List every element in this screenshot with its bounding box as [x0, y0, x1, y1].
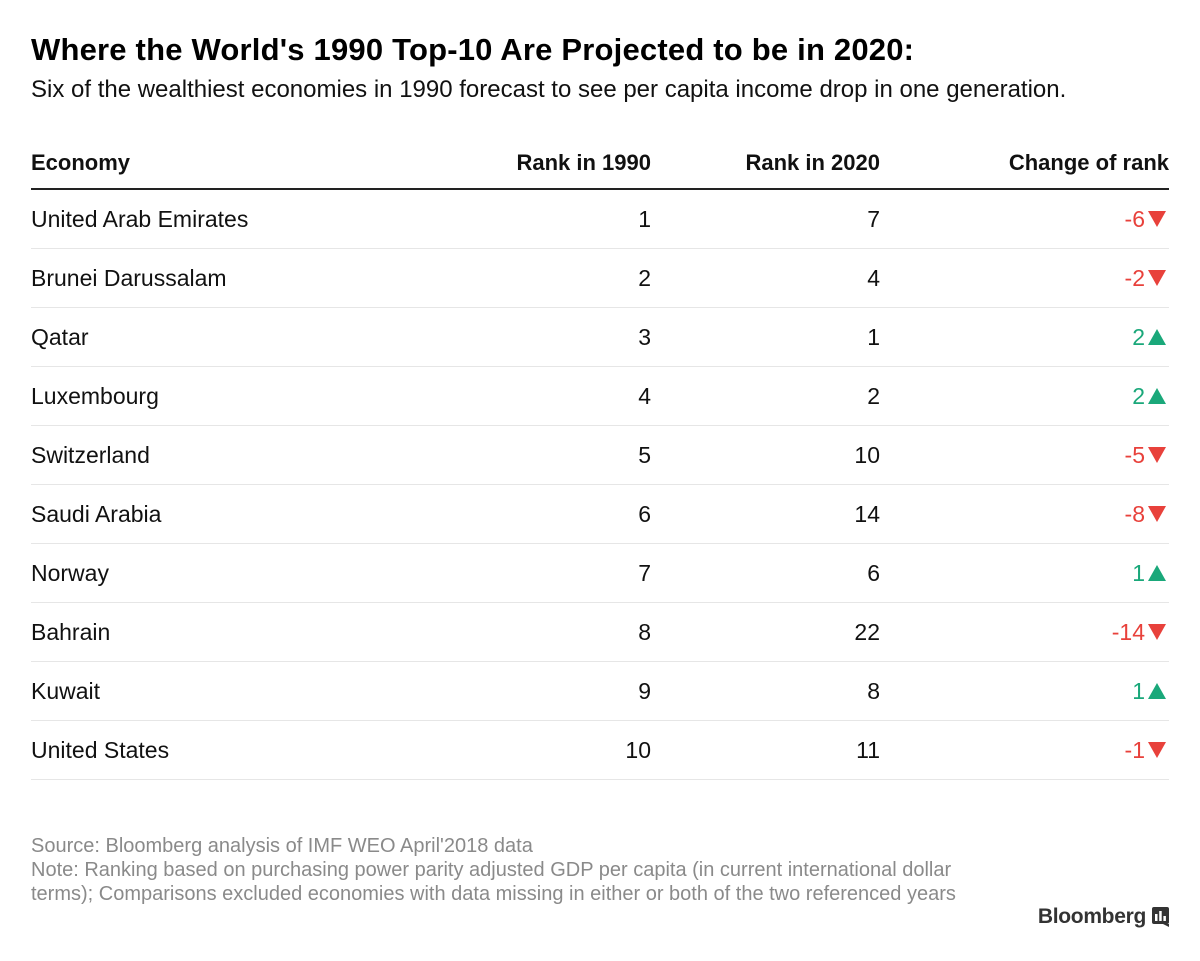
change-value: 2 [1132, 323, 1145, 350]
triangle-down-icon [1148, 505, 1166, 522]
rank-2020-cell: 22 [651, 602, 880, 662]
change-value: -1 [1124, 736, 1145, 763]
chart-title: Where the World's 1990 Top-10 Are Projec… [31, 32, 915, 67]
rank-2020-cell: 11 [651, 720, 880, 780]
column-header-rank-2020: Rank in 2020 [651, 138, 880, 190]
change-cell: 2 [880, 366, 1169, 426]
economy-cell: Kuwait [31, 661, 422, 721]
change-cell: -1 [880, 720, 1169, 780]
triangle-down-icon [1148, 269, 1166, 286]
brand-name: Bloomberg [1037, 905, 1146, 928]
bloomberg-chart-icon [1152, 907, 1169, 927]
change-value: -2 [1124, 264, 1145, 291]
change-cell: 1 [880, 543, 1169, 603]
economy-cell: Saudi Arabia [31, 484, 422, 544]
triangle-down-icon [1148, 741, 1166, 758]
table-row: Saudi Arabia 6 14 -8 [31, 484, 1169, 544]
table-row: Bahrain 8 22 -14 [31, 602, 1169, 662]
rank-1990-cell: 9 [422, 661, 651, 721]
triangle-up-icon [1148, 328, 1166, 345]
economy-cell: United Arab Emirates [31, 189, 422, 249]
change-value: 2 [1132, 382, 1145, 409]
triangle-up-icon [1148, 564, 1166, 581]
table-row: Brunei Darussalam 2 4 -2 [31, 248, 1169, 308]
change-indicator: 1 [1132, 678, 1169, 704]
change-indicator: 2 [1132, 324, 1169, 350]
column-header-economy: Economy [31, 138, 422, 190]
rank-2020-cell: 7 [651, 189, 880, 249]
economy-cell: Switzerland [31, 425, 422, 485]
change-value: -14 [1111, 618, 1145, 645]
chart-container: Where the World's 1990 Top-10 Are Projec… [31, 30, 1169, 780]
change-indicator: -1 [1125, 737, 1169, 763]
rank-1990-cell: 8 [422, 602, 651, 662]
change-value: -8 [1124, 500, 1145, 527]
change-value: -5 [1124, 441, 1145, 468]
rank-2020-cell: 10 [651, 425, 880, 485]
table-row: Switzerland 5 10 -5 [31, 425, 1169, 485]
change-cell: -2 [880, 248, 1169, 308]
column-header-change: Change of rank [880, 138, 1169, 190]
change-cell: 1 [880, 661, 1169, 721]
table-row: Luxembourg 4 2 2 [31, 366, 1169, 426]
table-header-row: Economy Rank in 1990 Rank in 2020 Change… [31, 138, 1169, 190]
rank-table: Economy Rank in 1990 Rank in 2020 Change… [31, 138, 1169, 780]
rank-2020-cell: 8 [651, 661, 880, 721]
change-indicator: -14 [1112, 619, 1169, 645]
table-row: Qatar 3 1 2 [31, 307, 1169, 367]
table-body: United Arab Emirates 1 7 -6 Brunei Darussala… [31, 189, 1169, 780]
economy-cell: United States [31, 720, 422, 780]
change-indicator: -2 [1125, 265, 1169, 291]
rank-2020-cell: 2 [651, 366, 880, 426]
change-indicator: -6 [1125, 206, 1169, 232]
change-cell: 2 [880, 307, 1169, 367]
rank-1990-cell: 2 [422, 248, 651, 308]
chart-footer: Source: Bloomberg analysis of IMF WEO Ap… [31, 834, 991, 906]
rank-1990-cell: 1 [422, 189, 651, 249]
rank-2020-cell: 4 [651, 248, 880, 308]
triangle-down-icon [1148, 210, 1166, 227]
economy-cell: Norway [31, 543, 422, 603]
rank-1990-cell: 10 [422, 720, 651, 780]
triangle-up-icon [1148, 682, 1166, 699]
triangle-up-icon [1148, 387, 1166, 404]
economy-cell: Luxembourg [31, 366, 422, 426]
change-value: 1 [1132, 559, 1145, 586]
methodology-note: Note: Ranking based on purchasing power … [31, 859, 956, 905]
table-row: Kuwait 9 8 1 [31, 661, 1169, 721]
table-row: United States 10 11 -1 [31, 720, 1169, 780]
rank-2020-cell: 6 [651, 543, 880, 603]
chart-subtitle: Six of the wealthiest economies in 1990 … [31, 76, 1067, 103]
rank-1990-cell: 7 [422, 543, 651, 603]
change-cell: -6 [880, 189, 1169, 249]
rank-1990-cell: 5 [422, 425, 651, 485]
change-cell: -8 [880, 484, 1169, 544]
change-value: 1 [1132, 677, 1145, 704]
triangle-down-icon [1148, 446, 1166, 463]
change-indicator: -5 [1125, 442, 1169, 468]
economy-cell: Brunei Darussalam [31, 248, 422, 308]
economy-cell: Bahrain [31, 602, 422, 662]
triangle-down-icon [1148, 623, 1166, 640]
rank-2020-cell: 1 [651, 307, 880, 367]
brand-logo: Bloomberg [1038, 903, 1169, 931]
change-indicator: 2 [1132, 383, 1169, 409]
column-header-rank-1990: Rank in 1990 [422, 138, 651, 190]
change-cell: -5 [880, 425, 1169, 485]
table-row: United Arab Emirates 1 7 -6 [31, 189, 1169, 249]
rank-1990-cell: 4 [422, 366, 651, 426]
change-cell: -14 [880, 602, 1169, 662]
rank-2020-cell: 14 [651, 484, 880, 544]
economy-cell: Qatar [31, 307, 422, 367]
table-row: Norway 7 6 1 [31, 543, 1169, 603]
source-note: Source: Bloomberg analysis of IMF WEO Ap… [31, 835, 533, 857]
change-indicator: -8 [1125, 501, 1169, 527]
change-indicator: 1 [1132, 560, 1169, 586]
change-value: -6 [1124, 205, 1145, 232]
rank-1990-cell: 6 [422, 484, 651, 544]
rank-1990-cell: 3 [422, 307, 651, 367]
